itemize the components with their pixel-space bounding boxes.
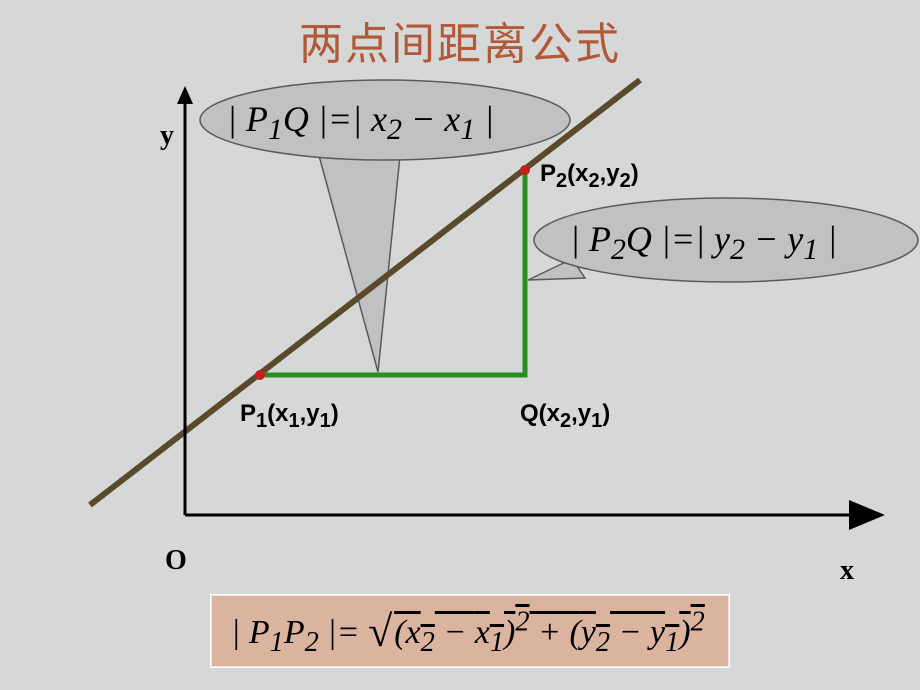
point-p2 — [520, 165, 530, 175]
label-p2: P2(x2,y2) — [540, 160, 639, 193]
bubble-top-tail — [318, 152, 400, 372]
formula-distance: | P1P2 |= √(x2 − x1)2 + (y2 − y1)2 — [210, 594, 730, 668]
origin-label: O — [165, 545, 187, 577]
y-axis-arrow — [177, 86, 193, 104]
formula-p1q: | P1Q |=| x2 − x1 | — [227, 98, 494, 147]
label-p1: P1(x1,y1) — [240, 400, 339, 433]
formula-p2q: | P2Q |=| y2 − y1 | — [570, 218, 837, 267]
y-axis-label: y — [160, 120, 174, 152]
x-axis-label: x — [840, 555, 854, 587]
point-p1 — [255, 370, 265, 380]
label-q: Q(x2,y1) — [520, 400, 610, 433]
